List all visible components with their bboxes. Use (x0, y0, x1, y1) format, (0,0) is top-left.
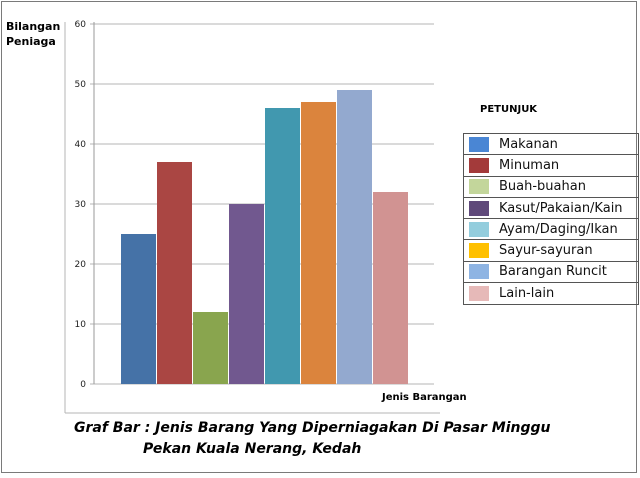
caption-line-2: Pekan Kuala Nerang, Kedah (143, 441, 362, 457)
y-axis-label: Bilangan Peniaga (6, 20, 61, 48)
legend-item: Sayur-sayuran (464, 240, 638, 262)
legend-swatch (469, 179, 489, 195)
legend-label: Minuman (499, 157, 560, 173)
legend-item: Lain-lain (464, 283, 638, 304)
legend-label: Buah-buahan (499, 179, 586, 195)
bar-minuman (157, 162, 192, 384)
y-tick-label: 10 (75, 320, 87, 330)
legend-swatch (469, 200, 489, 216)
bar-sayur-sayuran (301, 102, 336, 384)
y-tick-label: 40 (75, 140, 87, 150)
caption-line-1: Graf Bar : Jenis Barang Yang Diperniagak… (74, 420, 551, 436)
bar-makanan (121, 234, 156, 384)
y-tick-label: 30 (75, 200, 87, 210)
y-tick-label: 0 (80, 380, 86, 390)
bar-kasut-pakaian-kain (229, 204, 264, 384)
bar-barangan-runcit (337, 90, 372, 384)
legend-swatch (469, 243, 489, 259)
legend-label: Makanan (499, 136, 558, 152)
y-tick-label: 20 (75, 260, 87, 270)
x-axis-label: Jenis Barangan (382, 392, 467, 403)
legend-swatch (469, 286, 489, 302)
legend-item: Ayam/Daging/Ikan (464, 219, 638, 241)
legend-item: Barangan Runcit (464, 262, 638, 284)
legend-swatch (469, 264, 489, 280)
bar-lain-lain (373, 192, 408, 384)
legend-swatch (469, 157, 489, 173)
legend-title: PETUNJUK (480, 104, 538, 115)
y-tick-label: 60 (75, 20, 87, 30)
legend-swatch (469, 136, 489, 152)
legend-item: Buah-buahan (464, 177, 638, 198)
legend-label: Sayur-sayuran (499, 243, 593, 259)
legend-label: Ayam/Daging/Ikan (499, 221, 618, 237)
legend: Makanan Minuman Buah-buahan Kasut/Pakaian/K… (463, 133, 639, 306)
bar-buah-buahan (193, 312, 228, 384)
legend-item: Minuman (464, 155, 638, 177)
legend-label: Kasut/Pakaian/Kain (499, 200, 623, 216)
legend-label: Lain-lain (499, 286, 555, 302)
bar-ayam-daging-ikan (265, 108, 300, 384)
y-tick-label: 50 (75, 80, 87, 90)
legend-swatch (469, 221, 489, 237)
legend-item: Makanan (464, 134, 638, 156)
legend-item: Kasut/Pakaian/Kain (464, 198, 638, 220)
legend-label: Barangan Runcit (499, 264, 607, 280)
